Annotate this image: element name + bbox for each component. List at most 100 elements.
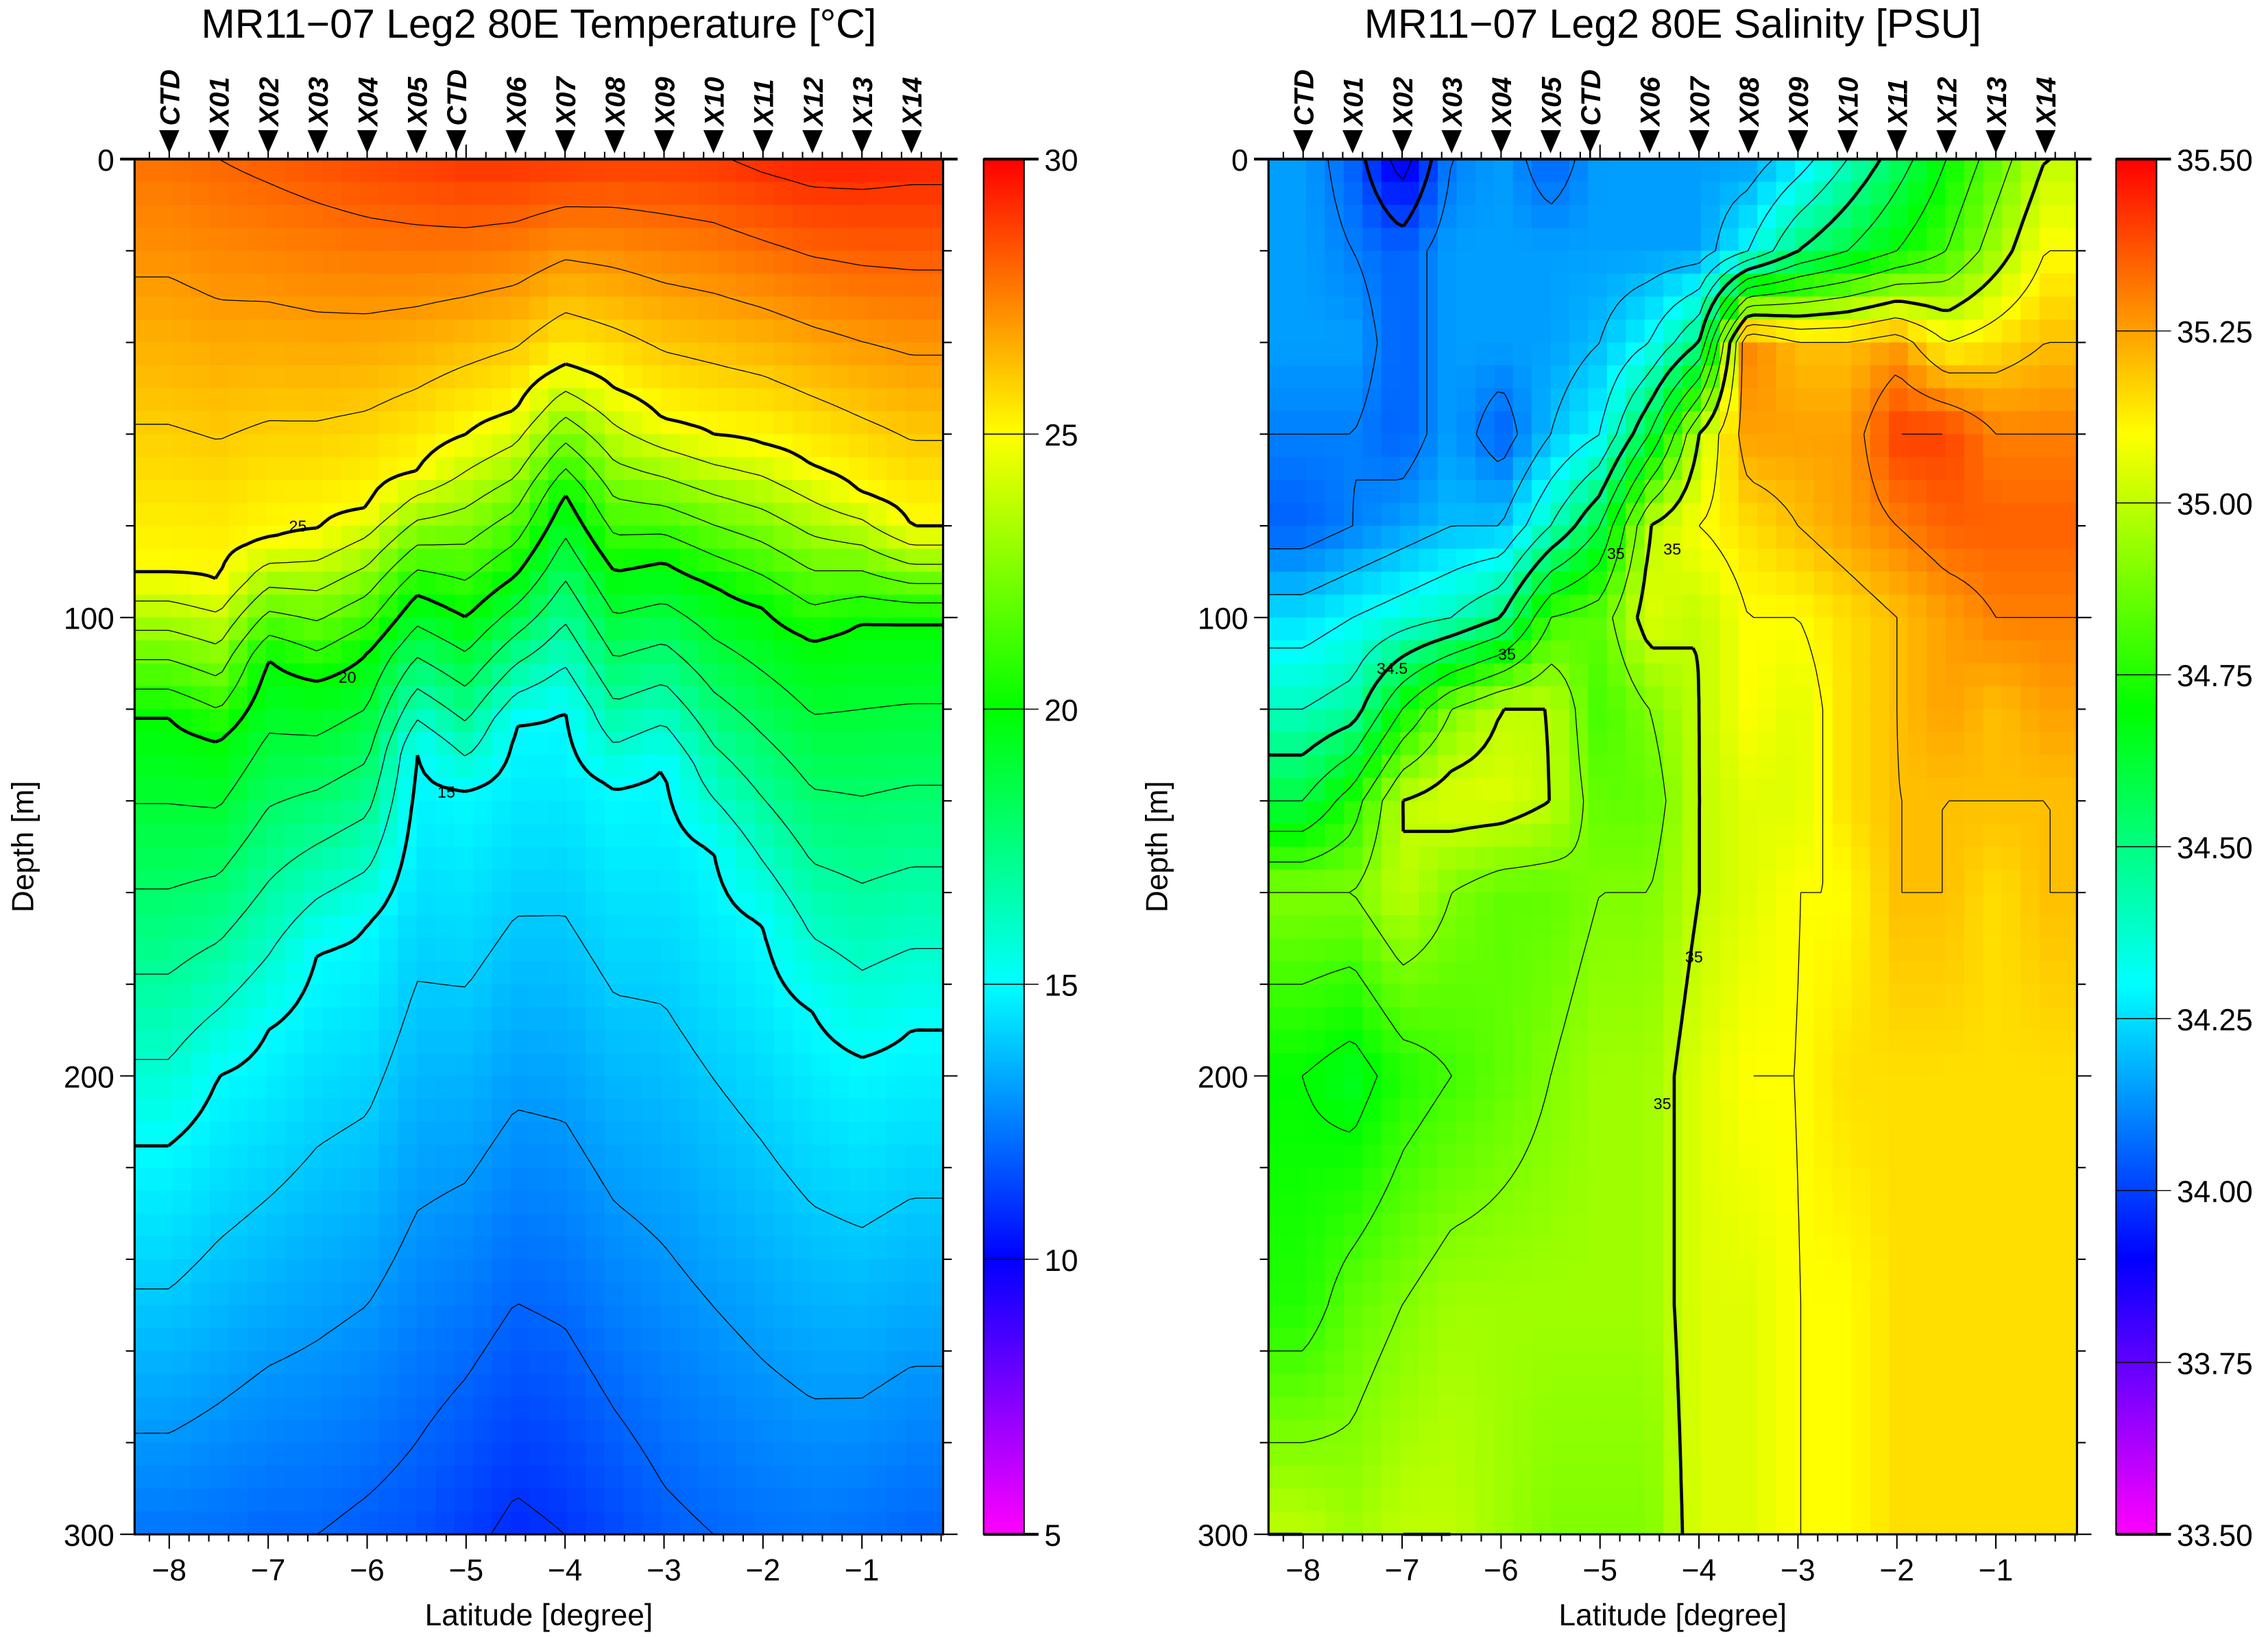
heat-cell	[1438, 984, 1458, 1008]
heat-cell	[661, 1144, 681, 1169]
heat-cell	[567, 1350, 587, 1375]
heat-cell	[1475, 1007, 1495, 1031]
heat-cell	[378, 296, 399, 321]
heat-cell	[773, 640, 794, 664]
heat-cell	[435, 526, 455, 550]
heat-cell	[1757, 777, 1777, 802]
heat-cell	[1663, 847, 1683, 871]
heat-cell	[1343, 204, 1364, 229]
heat-cell	[699, 594, 719, 619]
heat-cell	[247, 204, 267, 229]
heat-cell	[811, 502, 832, 527]
heat-cell	[1588, 869, 1608, 894]
heat-cell	[492, 847, 512, 871]
heat-cell	[773, 204, 794, 229]
heat-cell	[1738, 984, 1759, 1008]
heat-cell	[378, 777, 399, 802]
heat-cell	[1588, 1465, 1608, 1490]
heat-cell	[755, 801, 775, 825]
heat-cell	[1738, 709, 1759, 733]
heat-cell	[1851, 1305, 1872, 1329]
heat-cell	[1325, 847, 1345, 871]
heat-cell	[529, 480, 549, 504]
heat-cell	[679, 1511, 700, 1536]
heat-cell	[1343, 1328, 1364, 1352]
heat-cell	[567, 617, 587, 642]
heat-cell	[755, 1488, 775, 1513]
heat-cell	[699, 365, 719, 389]
heat-cell	[416, 1465, 437, 1490]
heat-cell	[1907, 1305, 1928, 1329]
heat-cell	[1381, 617, 1401, 642]
heat-cell	[905, 159, 926, 183]
heat-cell	[266, 984, 286, 1008]
heat-cell	[172, 571, 192, 596]
heat-cell	[360, 182, 381, 206]
heat-cell	[811, 915, 832, 940]
heat-cell	[510, 1144, 531, 1169]
heat-cell	[1343, 274, 1364, 298]
heat-cell	[1494, 1167, 1514, 1191]
heat-cell	[322, 204, 343, 229]
heat-cell	[1532, 274, 1552, 298]
heat-cell	[454, 502, 474, 527]
heat-cell	[510, 1030, 531, 1054]
heat-cell	[924, 1488, 944, 1513]
contour-line	[134, 624, 943, 975]
heat-cell	[548, 731, 568, 756]
heat-cell	[134, 893, 154, 917]
heat-cell	[811, 250, 832, 275]
heat-cell	[134, 480, 154, 504]
heat-cell	[1606, 1007, 1627, 1031]
heat-cell	[360, 663, 381, 688]
heat-cell	[1588, 709, 1608, 733]
heat-cell	[153, 777, 173, 802]
heat-cell	[1870, 686, 1890, 710]
heat-cell	[1456, 640, 1477, 664]
heat-cell	[642, 801, 662, 825]
heat-cell	[793, 1053, 812, 1077]
heat-cell	[661, 823, 681, 848]
heat-cell	[1682, 296, 1702, 321]
heat-cell	[717, 1350, 738, 1375]
heat-cell	[773, 182, 794, 206]
heat-cell	[886, 709, 906, 733]
heat-cell	[1626, 502, 1645, 527]
heat-cell	[755, 1442, 775, 1467]
heat-cell	[454, 1328, 474, 1352]
heat-cell	[1569, 204, 1589, 229]
heat-cell	[1700, 801, 1721, 825]
heat-cell	[736, 1167, 756, 1191]
heat-cell	[153, 915, 173, 940]
heat-cell	[1606, 548, 1627, 573]
heat-cell	[924, 1350, 944, 1375]
heat-cell	[1287, 1488, 1307, 1513]
heat-cell	[1494, 159, 1514, 183]
heat-cell	[755, 755, 775, 779]
heat-cell	[1400, 1442, 1420, 1467]
heat-cell	[830, 1396, 850, 1421]
heat-cell	[1626, 847, 1645, 871]
heat-cell	[1588, 938, 1608, 962]
heat-cell	[492, 938, 512, 962]
heat-cell	[1927, 847, 1946, 871]
heat-cell	[1795, 526, 1815, 550]
heat-cell	[755, 411, 775, 435]
heat-cell	[1381, 571, 1401, 596]
heat-cell	[623, 1236, 644, 1261]
heat-cell	[1907, 548, 1928, 573]
heat-cell	[586, 1236, 606, 1261]
heat-cell	[1400, 1190, 1420, 1215]
heat-cell	[1606, 1121, 1627, 1146]
heat-cell	[793, 526, 812, 550]
heat-cell	[529, 1007, 549, 1031]
heat-cell	[454, 801, 474, 825]
heat-cell	[1512, 961, 1533, 986]
heat-cell	[172, 1374, 192, 1398]
heat-cell	[699, 1282, 719, 1307]
heat-cell	[886, 1488, 906, 1513]
heat-cell	[1268, 1144, 1288, 1169]
heat-cell	[322, 1007, 343, 1031]
heat-cell	[304, 204, 324, 229]
